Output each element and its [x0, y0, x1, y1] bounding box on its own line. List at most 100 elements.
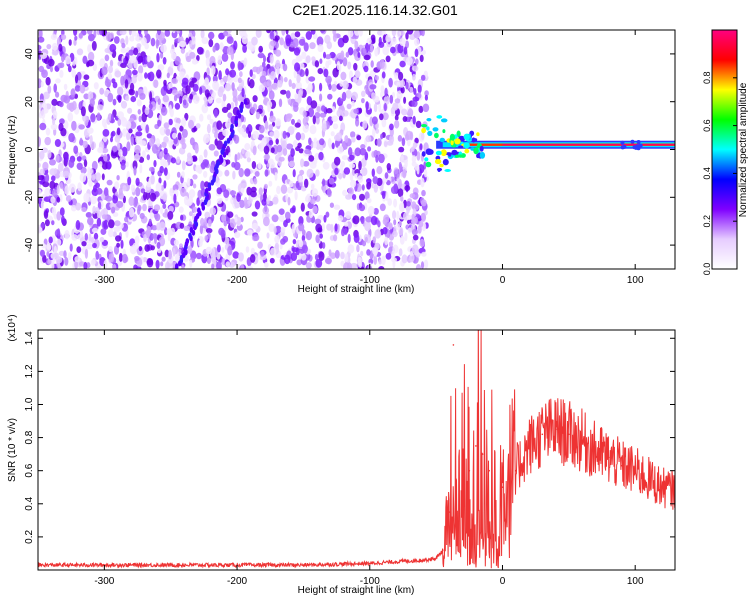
noise-cell [319, 58, 323, 64]
noise-cell [221, 247, 225, 253]
noise-cell [177, 132, 182, 141]
noise-cell [356, 135, 362, 141]
noise-cell [357, 256, 362, 263]
noise-cell [415, 58, 419, 65]
diagonal-cell [223, 140, 228, 147]
noise-cell [311, 56, 316, 62]
noise-cell [263, 216, 270, 227]
noise-cell [274, 35, 280, 41]
noise-cell [38, 30, 43, 39]
noise-cell [219, 42, 224, 51]
noise-cell [321, 105, 326, 112]
noise-cell [79, 137, 83, 146]
signal-blob [476, 132, 480, 137]
noise-cell [271, 214, 279, 223]
diagonal-cell [230, 123, 234, 130]
noise-cell [411, 65, 419, 72]
noise-cell [322, 242, 326, 249]
noise-cell [328, 177, 335, 185]
noise-cell [350, 262, 358, 269]
noise-cell [141, 112, 147, 123]
noise-cell [129, 121, 137, 129]
noise-cell [116, 127, 121, 136]
noise-cell [358, 262, 362, 269]
noise-cell [277, 80, 283, 88]
noise-cell [233, 40, 238, 51]
noise-cell [221, 106, 229, 113]
noise-cell [118, 149, 123, 157]
noise-cell [93, 82, 99, 90]
noise-cell [359, 193, 365, 201]
noise-cell [213, 108, 218, 118]
noise-cell [79, 172, 87, 183]
noise-cell [65, 55, 72, 65]
noise-cell [89, 98, 95, 107]
noise-cell [337, 215, 344, 222]
noise-cell [287, 196, 291, 206]
noise-cell [240, 187, 245, 194]
noise-cell [399, 38, 406, 46]
noise-cell [397, 188, 404, 198]
noise-cell [174, 122, 180, 130]
noise-cell [159, 221, 166, 231]
noise-cell [130, 184, 136, 193]
noise-cell [182, 77, 189, 85]
noise-cell [205, 49, 210, 60]
noise-cell [240, 179, 247, 189]
noise-cell [293, 139, 298, 148]
noise-cell [168, 82, 173, 89]
noise-cell [113, 36, 120, 44]
noise-cell [418, 132, 425, 142]
noise-cell [135, 131, 143, 137]
noise-cell [122, 128, 127, 137]
noise-cell [396, 210, 400, 220]
noise-cell [345, 211, 352, 219]
noise-cell [266, 30, 271, 34]
noise-cell [338, 115, 343, 122]
noise-cell [338, 98, 344, 104]
noise-cell [412, 244, 419, 254]
noise-cell [59, 118, 65, 125]
noise-cell [76, 246, 82, 254]
noise-cell [250, 254, 256, 263]
noise-cell [246, 41, 254, 50]
noise-cell [68, 183, 76, 193]
noise-cell [423, 259, 429, 269]
noise-cell [68, 158, 75, 168]
noise-cell [40, 52, 48, 59]
noise-cell [64, 229, 70, 240]
noise-cell [181, 128, 188, 138]
noise-cell [308, 155, 315, 162]
noise-cell [123, 85, 130, 95]
noise-cell [403, 46, 408, 55]
noise-cell [268, 223, 275, 232]
noise-cell [87, 91, 94, 101]
noise-cell [280, 184, 288, 194]
noise-cell [354, 40, 359, 50]
noise-cell [153, 204, 161, 212]
noise-cell [216, 187, 223, 195]
noise-cell [53, 30, 58, 35]
noise-cell [216, 120, 223, 130]
noise-cell [169, 61, 174, 68]
noise-cell [114, 181, 120, 190]
noise-cell [91, 236, 95, 244]
noise-cell [226, 36, 234, 44]
x-tick-label: 0 [500, 576, 506, 587]
noise-cell [116, 142, 120, 151]
spectrogram-x-ticks: -300 -200 -100 0 100 [94, 30, 644, 286]
noise-cell [153, 79, 159, 88]
signal-blob [439, 137, 445, 143]
noise-cell [274, 171, 278, 181]
noise-cell [70, 88, 76, 98]
noise-cell [164, 249, 170, 258]
noise-cell [217, 87, 224, 98]
noise-cell [251, 36, 258, 46]
noise-cell [76, 162, 83, 170]
noise-cell [155, 182, 162, 193]
x-tick-label: 100 [627, 576, 644, 587]
noise-cell [238, 83, 242, 92]
signal-blob [451, 149, 458, 156]
noise-cell [103, 153, 108, 162]
noise-cell [51, 206, 57, 216]
